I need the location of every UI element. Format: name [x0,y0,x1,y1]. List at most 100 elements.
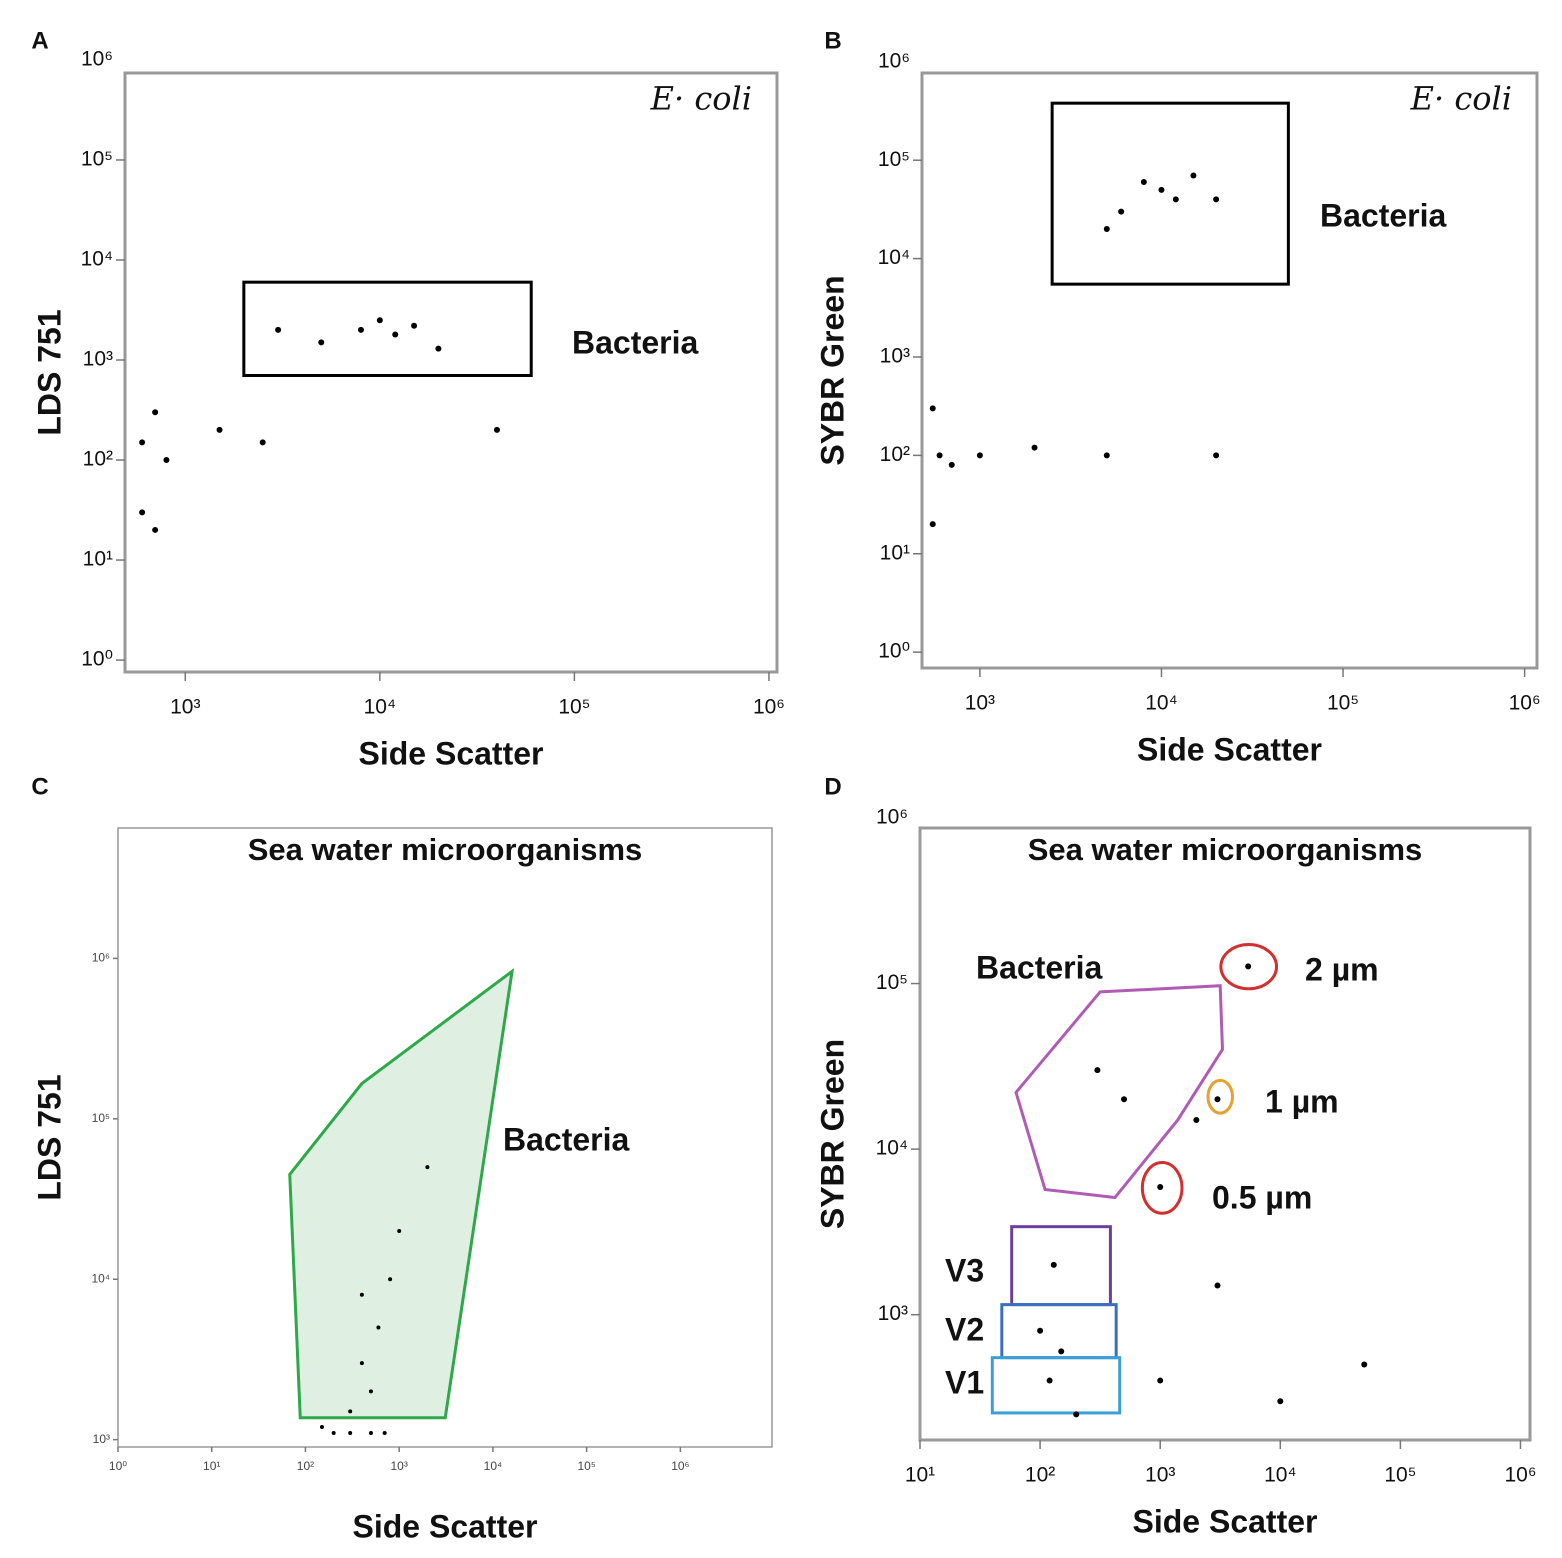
event-point [929,521,936,528]
event-point [348,1431,353,1436]
event-point [318,339,325,346]
annotation: E· coli [1410,80,1512,118]
y-tick-label: 10⁶ [81,47,113,70]
event-point [1172,196,1179,203]
x-tick-label: 10⁵ [1327,692,1359,715]
x-tick-label: 10⁵ [577,1459,595,1473]
event-point [929,405,936,412]
event-point [376,317,383,324]
y-tick-label: 10⁰ [878,640,910,663]
plot-frame [918,826,1532,1442]
event-point [493,426,500,433]
event-point [397,1228,402,1233]
y-tick-label: 10³ [878,1302,908,1325]
x-tick-label: 10² [297,1459,314,1473]
gate-label: Bacteria [572,324,699,360]
event-point [1058,1348,1065,1355]
y-tick-label: 10⁵ [876,971,908,994]
x-tick-label: 10² [1025,1464,1055,1487]
event-point [425,1165,430,1170]
y-tick-label: 10⁰ [81,648,113,671]
event-point [382,1431,387,1436]
gate-label: 1 µm [1265,1083,1339,1119]
event-point [1103,225,1110,232]
y-tick-label: 10⁴ [878,246,910,269]
gate [242,280,533,377]
event-point [152,526,159,533]
y-tick-label: 10⁵ [81,147,113,170]
event-point [1103,452,1110,459]
gate-label: V1 [945,1364,984,1400]
x-tick-label: 10⁴ [484,1459,503,1473]
x-tick-label: 10⁶ [671,1459,689,1473]
y-tick-label: 10² [83,448,113,471]
x-tick-label: 10⁶ [753,696,785,719]
y-tick-label: 10² [880,443,910,466]
event-point [359,1292,364,1297]
gate [288,968,515,1420]
x-tick-label: 10³ [965,692,995,715]
event-point [1158,186,1165,193]
plot-frame [123,71,779,674]
y-tick-label: 10³ [83,348,113,371]
event-point [275,326,282,333]
panel-label: A [31,27,48,54]
y-tick-label: 10⁵ [92,1111,110,1125]
event-point [1214,1096,1221,1103]
x-tick-label: 10⁴ [1145,692,1177,715]
event-point [1073,1411,1080,1418]
panel-label: B [824,27,841,54]
y-tick-label: 10⁴ [876,1137,908,1160]
event-point [357,326,364,333]
event-point [1046,1377,1053,1384]
y-tick-label: 10⁶ [92,951,110,965]
gate [1206,1078,1235,1115]
y-tick-label: 10¹ [83,548,113,571]
event-point [1214,1282,1221,1289]
x-tick-label: 10³ [391,1459,408,1473]
event-point [1031,444,1038,451]
event-point [376,1325,381,1330]
event-point [163,457,170,464]
gate [1014,984,1224,1200]
chart-title: Sea water microorganisms [248,832,643,867]
x-tick-label: 10⁶ [1504,1464,1536,1487]
plot-frame [920,71,1539,670]
event-point [388,1277,393,1282]
x-tick-label: 10⁴ [1264,1464,1296,1487]
event-point [1193,1116,1200,1123]
x-tick-label: 10⁶ [1509,692,1541,715]
x-axis-label: Side Scatter [359,735,544,771]
gate-label: V3 [945,1252,984,1288]
gate-label: 0.5 µm [1212,1179,1312,1215]
panel-label: C [31,773,48,800]
event-point [359,1361,364,1366]
x-tick-label: 10⁴ [364,696,396,719]
chart-title: Sea water microorganisms [1028,832,1423,867]
event-point [1140,179,1147,186]
x-axis-label: Side Scatter [353,1508,538,1544]
event-point [1050,1261,1057,1268]
event-point [411,322,418,329]
annotation: E· coli [650,80,752,118]
event-point [368,1431,373,1436]
y-tick-label: 10⁶ [878,49,910,72]
y-tick-label: 10⁴ [81,248,113,271]
event-point [1118,208,1125,215]
event-point [1094,1067,1101,1074]
x-tick-label: 10¹ [905,1464,935,1487]
event-point [216,426,223,433]
x-tick-label: 10⁰ [109,1459,127,1473]
event-point [331,1431,336,1436]
gate [1140,1161,1184,1215]
event-point [936,452,943,459]
gate-label: Bacteria [503,1121,630,1157]
x-tick-label: 10⁵ [558,696,590,719]
y-tick-label: 10³ [93,1432,110,1446]
event-point [1361,1361,1368,1368]
gate [1050,101,1290,286]
x-tick-label: 10¹ [203,1459,220,1473]
event-point [1277,1398,1284,1405]
gate-label: Bacteria [1320,197,1447,233]
